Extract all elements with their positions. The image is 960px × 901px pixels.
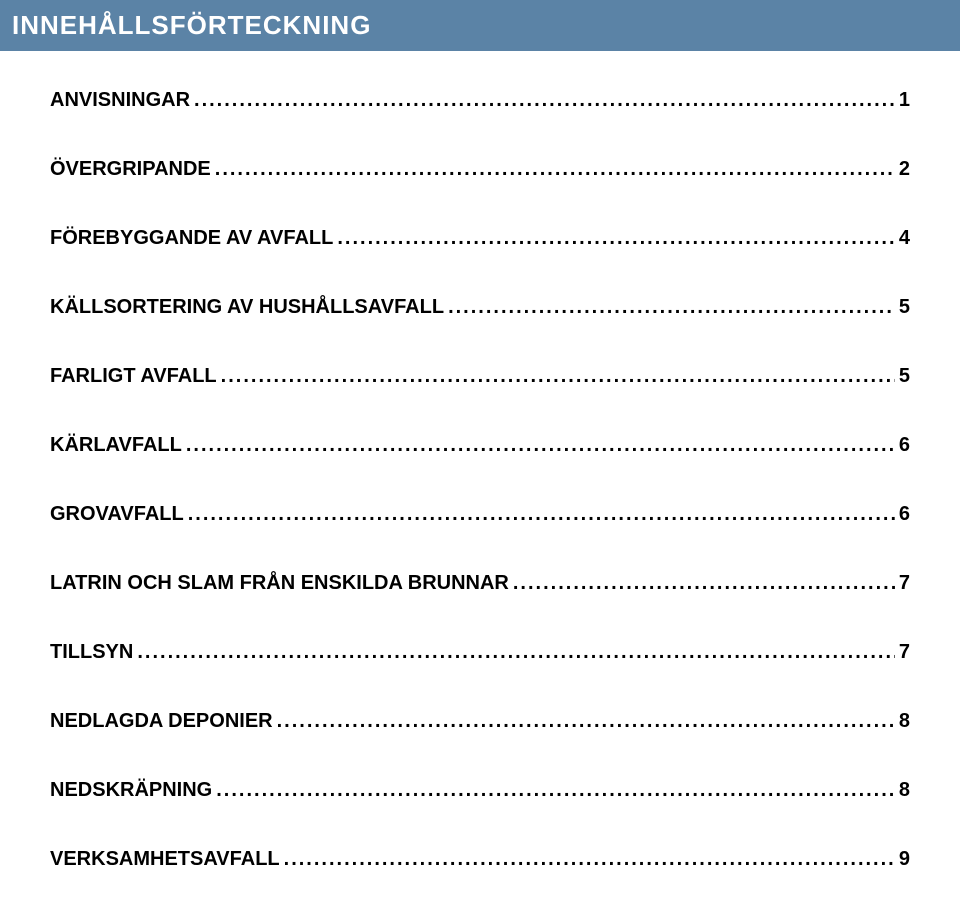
toc-page-number: 8 — [899, 779, 910, 802]
toc-row: NEDSKRÄPNING 8 — [50, 779, 910, 802]
toc-label: FÖREBYGGANDE AV AVFALL — [50, 227, 333, 250]
header-title: INNEHÅLLSFÖRTECKNING — [12, 10, 371, 40]
toc-page-number: 9 — [899, 848, 910, 871]
toc-leader-dots — [448, 296, 895, 319]
toc-row: GROVAVFALL 6 — [50, 503, 910, 526]
toc-page-number: 5 — [899, 365, 910, 388]
toc-page-number: 6 — [899, 434, 910, 457]
toc-row: NEDLAGDA DEPONIER 8 — [50, 710, 910, 733]
toc-page-number: 7 — [899, 641, 910, 664]
toc-row: VERKSAMHETSAVFALL 9 — [50, 848, 910, 871]
toc-row: LATRIN OCH SLAM FRÅN ENSKILDA BRUNNAR 7 — [50, 572, 910, 595]
toc-page-number: 5 — [899, 296, 910, 319]
toc-row: ANVISNINGAR 1 — [50, 89, 910, 112]
toc-leader-dots — [188, 503, 895, 526]
toc-leader-dots — [216, 779, 895, 802]
toc-label: KÄLLSORTERING AV HUSHÅLLSAVFALL — [50, 296, 444, 319]
document-page: INNEHÅLLSFÖRTECKNING ANVISNINGAR 1 ÖVERG… — [0, 0, 960, 901]
toc-label: NEDSKRÄPNING — [50, 779, 212, 802]
toc-row: FARLIGT AVFALL 5 — [50, 365, 910, 388]
toc-label: GROVAVFALL — [50, 503, 184, 526]
toc-row: FÖREBYGGANDE AV AVFALL 4 — [50, 227, 910, 250]
header-bar: INNEHÅLLSFÖRTECKNING — [0, 0, 960, 51]
toc-page-number: 4 — [899, 227, 910, 250]
toc-leader-dots — [513, 572, 895, 595]
toc-page-number: 8 — [899, 710, 910, 733]
toc-page-number: 1 — [899, 89, 910, 112]
toc-page-number: 6 — [899, 503, 910, 526]
toc-row: KÄLLSORTERING AV HUSHÅLLSAVFALL 5 — [50, 296, 910, 319]
toc-list: ANVISNINGAR 1 ÖVERGRIPANDE 2 FÖREBYGGAND… — [0, 51, 960, 871]
toc-page-number: 2 — [899, 158, 910, 181]
toc-row: TILLSYN 7 — [50, 641, 910, 664]
toc-leader-dots — [215, 158, 895, 181]
toc-row: KÄRLAVFALL 6 — [50, 434, 910, 457]
toc-label: ÖVERGRIPANDE — [50, 158, 211, 181]
toc-leader-dots — [221, 365, 895, 388]
toc-label: TILLSYN — [50, 641, 133, 664]
toc-label: LATRIN OCH SLAM FRÅN ENSKILDA BRUNNAR — [50, 572, 509, 595]
toc-label: FARLIGT AVFALL — [50, 365, 217, 388]
toc-label: KÄRLAVFALL — [50, 434, 182, 457]
toc-leader-dots — [277, 710, 895, 733]
toc-label: VERKSAMHETSAVFALL — [50, 848, 280, 871]
toc-leader-dots — [137, 641, 895, 664]
toc-label: ANVISNINGAR — [50, 89, 190, 112]
toc-leader-dots — [186, 434, 895, 457]
toc-leader-dots — [194, 89, 895, 112]
toc-label: NEDLAGDA DEPONIER — [50, 710, 273, 733]
toc-leader-dots — [284, 848, 895, 871]
toc-row: ÖVERGRIPANDE 2 — [50, 158, 910, 181]
toc-page-number: 7 — [899, 572, 910, 595]
toc-leader-dots — [337, 227, 895, 250]
